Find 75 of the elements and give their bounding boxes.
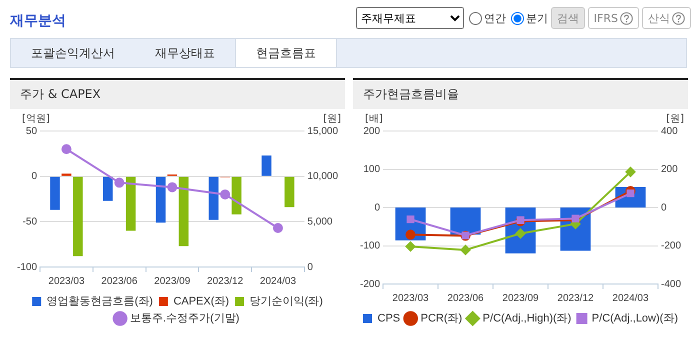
point (625, 166, 636, 177)
point (220, 189, 230, 200)
y-axis-title: [억원] (22, 114, 50, 125)
point (572, 214, 580, 222)
bar (103, 176, 113, 201)
y-axis-title: [배] (365, 114, 383, 125)
text: 현금흐름표 (235, 39, 337, 67)
bar (178, 176, 189, 246)
bar (73, 176, 83, 256)
x-tick-label: 2024/03 (612, 292, 649, 304)
bar (262, 155, 272, 176)
bar (208, 176, 219, 220)
text: 연간 (482, 10, 506, 26)
text: IFRS (594, 12, 618, 24)
y-tick-label: 100 (363, 164, 380, 175)
x-tick-label: 2023/06 (101, 276, 138, 287)
legend-label: CPS (378, 312, 400, 325)
y-tick-label: -100 (17, 262, 38, 273)
y2-tick-label: 400 (660, 126, 678, 137)
y2-tick-label: 5,000 (307, 216, 333, 228)
x-tick-label: 2023/12 (207, 276, 244, 287)
point (516, 228, 526, 239)
y2-tick-label: 200 (660, 164, 678, 175)
legend-label: PCR(좌) (420, 312, 462, 325)
y2-axis-title: [원] (666, 114, 684, 125)
y-tick-label: 0 (31, 171, 38, 182)
text: 검색 (556, 10, 579, 26)
x-tick-label: 2023/12 (557, 292, 594, 304)
x-tick-label: 2023/09 (154, 276, 191, 287)
point (516, 216, 524, 224)
y2-tick-label: 15,000 (307, 126, 338, 137)
point (272, 223, 283, 234)
bar (156, 176, 166, 223)
point (61, 144, 72, 154)
chart-title: 주가현금흐름비율 (353, 80, 688, 109)
text: 재무분석 (10, 12, 66, 30)
legend-label: 보통주.수정주가(기말) (130, 312, 240, 325)
y2-tick-label: 0 (660, 202, 667, 214)
point (114, 178, 124, 188)
text: 분기 (524, 10, 548, 26)
y-tick-label: -50 (22, 216, 38, 228)
y2-tick-label: -200 (660, 240, 682, 252)
bar (284, 176, 294, 208)
point (406, 216, 414, 224)
y-tick-label: -100 (360, 240, 380, 252)
x-tick-label: 2023/06 (447, 292, 484, 304)
point (406, 230, 416, 240)
y2-tick-label: 10,000 (307, 171, 338, 182)
y2-tick-label: 0 (307, 262, 314, 273)
legend-label: P/C(Adj.,Low)(좌) (592, 312, 678, 325)
y-tick-label: -200 (360, 278, 380, 290)
y-tick-label: 0 (374, 202, 380, 214)
y2-tick-label: -400 (660, 278, 682, 290)
bar (50, 176, 60, 210)
x-tick-label: 2023/03 (48, 276, 85, 287)
point (460, 244, 471, 255)
legend-label: 당기순이익(좌) (250, 296, 323, 308)
x-tick-label: 2023/03 (392, 292, 430, 304)
legend-label: 영업활동현금흐름(좌) (46, 296, 153, 308)
point (167, 182, 178, 192)
y-tick-label: 50 (26, 126, 38, 137)
chart-title: 주가 & CAPEX (10, 80, 345, 109)
legend-label: CAPEX(좌) (173, 296, 230, 308)
text: 주재무제표 (356, 7, 464, 29)
text: 산식 (648, 10, 670, 26)
text: 포괄손익계산서 (30, 45, 116, 62)
bar (232, 176, 242, 214)
point (406, 242, 416, 252)
text: 재무상태표 (154, 45, 216, 62)
legend-label: P/C(Adj.,High)(좌) (482, 312, 572, 325)
bar (126, 176, 136, 231)
y-tick-label: 200 (363, 126, 380, 137)
y2-axis-title: [원] (323, 114, 342, 125)
x-tick-label: 2024/03 (260, 276, 296, 287)
x-tick-label: 2023/09 (502, 292, 540, 304)
